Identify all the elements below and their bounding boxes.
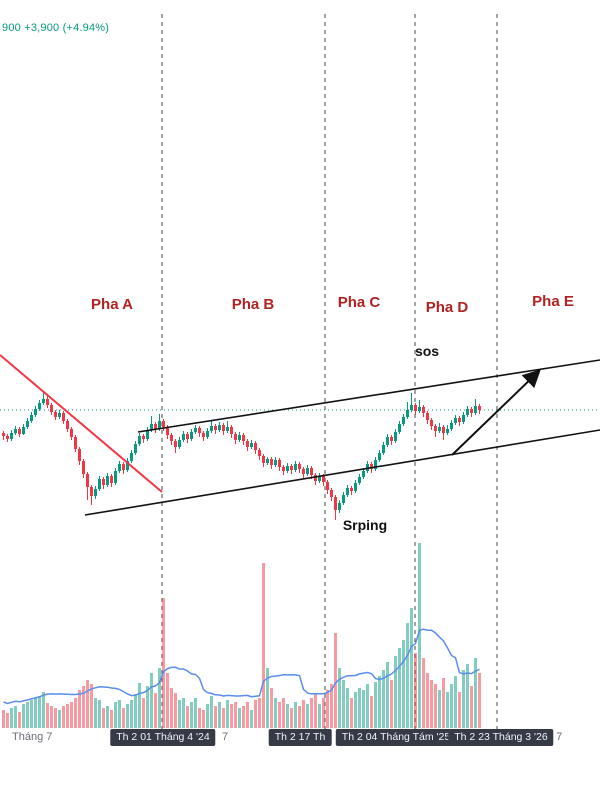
- phase-label-c: Pha C: [337, 294, 381, 311]
- time-anchor-badge-aug25: Th 2 04 Tháng Tám '25: [335, 729, 457, 746]
- ticker-price-readout: 900 +3,900 (+4.94%): [2, 22, 110, 34]
- phase-label-b: Pha B: [231, 296, 275, 313]
- spring-annotation: Srping: [342, 517, 388, 533]
- time-anchor-badge-feb17: Th 2 17 Th: [268, 729, 332, 746]
- phase-label-e: Pha E: [532, 293, 574, 310]
- time-anchor-badge-apr24: Th 2 01 Tháng 4 '24: [110, 729, 216, 746]
- time-axis-label-july-left: Tháng 7: [12, 731, 53, 743]
- phase-label-d: Pha D: [425, 299, 469, 316]
- time-anchor-badge-mar26: Th 2 23 Tháng 3 '26: [448, 729, 554, 746]
- phase-label-a: Pha A: [91, 296, 133, 313]
- time-axis-label-partial-7: 7: [222, 731, 229, 743]
- sos-annotation: sos: [414, 343, 440, 359]
